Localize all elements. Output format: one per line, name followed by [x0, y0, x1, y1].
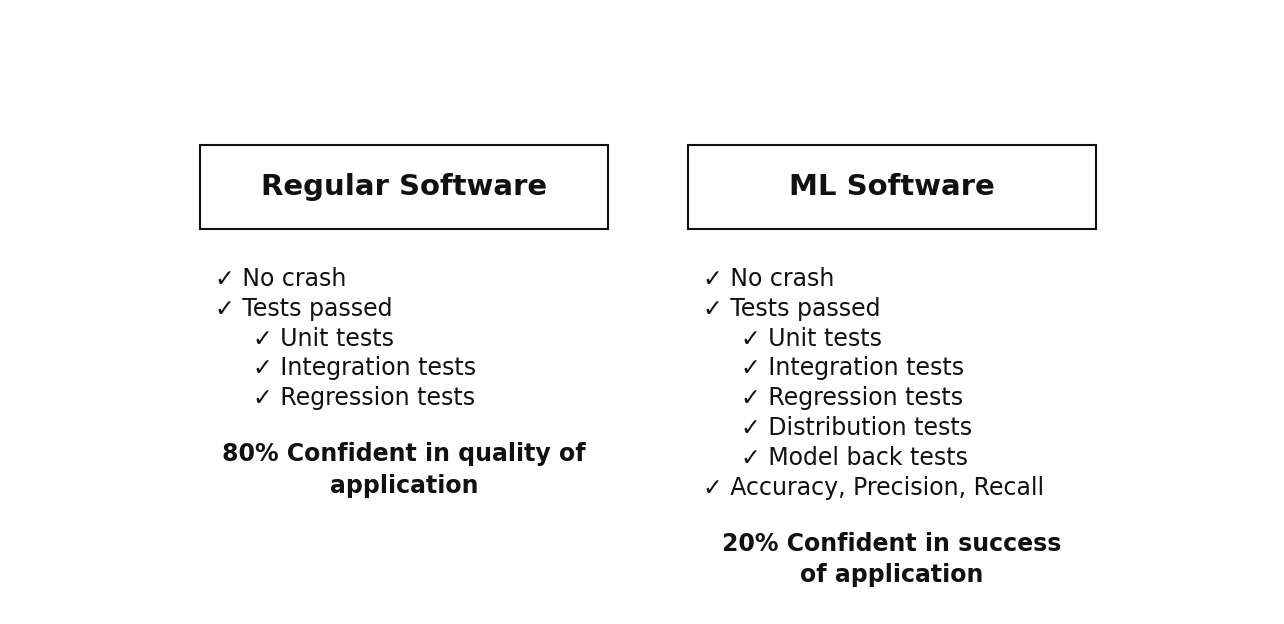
Text: ✓ Tests passed: ✓ Tests passed — [216, 297, 393, 321]
Text: ✓ Regression tests: ✓ Regression tests — [253, 386, 475, 410]
Text: ✓ Distribution tests: ✓ Distribution tests — [741, 416, 972, 440]
Text: ✓ Regression tests: ✓ Regression tests — [741, 386, 963, 410]
Text: ✓ No crash: ✓ No crash — [216, 267, 347, 291]
FancyBboxPatch shape — [200, 145, 609, 228]
Text: 80% Confident in quality of
application: 80% Confident in quality of application — [222, 442, 586, 498]
Text: ✓ Unit tests: ✓ Unit tests — [741, 326, 882, 351]
Text: Regular Software: Regular Software — [261, 173, 547, 200]
Text: ✓ Model back tests: ✓ Model back tests — [741, 446, 968, 470]
Text: 20% Confident in success
of application: 20% Confident in success of application — [722, 532, 1062, 587]
Text: ✓ No crash: ✓ No crash — [702, 267, 835, 291]
Text: ✓ Accuracy, Precision, Recall: ✓ Accuracy, Precision, Recall — [702, 475, 1044, 500]
Text: ✓ Integration tests: ✓ Integration tests — [741, 356, 964, 381]
FancyBboxPatch shape — [688, 145, 1097, 228]
Text: ✓ Tests passed: ✓ Tests passed — [702, 297, 881, 321]
Text: ✓ Integration tests: ✓ Integration tests — [253, 356, 476, 381]
Text: ✓ Unit tests: ✓ Unit tests — [253, 326, 394, 351]
Text: ML Software: ML Software — [790, 173, 995, 200]
